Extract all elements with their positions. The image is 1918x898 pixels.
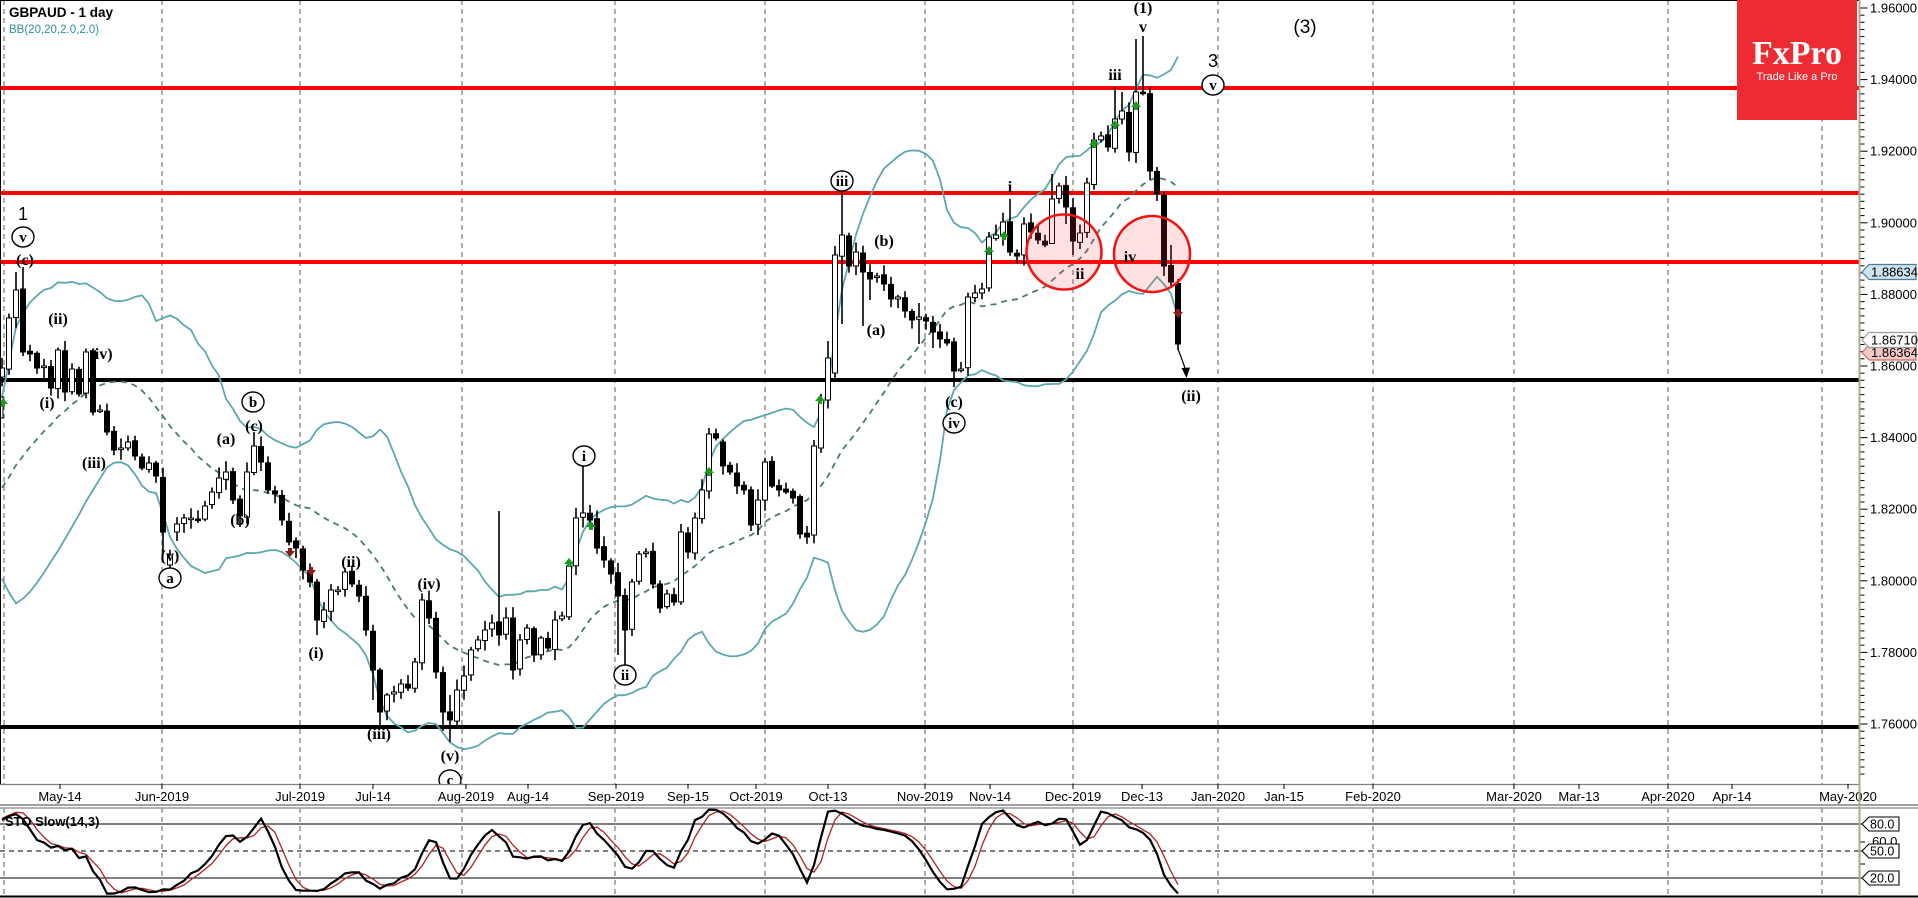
svg-text:iii: iii [836, 174, 849, 190]
svg-text:(ii): (ii) [48, 311, 68, 328]
svg-text:iii: iii [1108, 67, 1122, 84]
svg-text:FxPro: FxPro [1752, 35, 1842, 72]
svg-text:50.0: 50.0 [1870, 845, 1894, 859]
svg-text:80.0: 80.0 [1870, 818, 1894, 832]
svg-text:ii: ii [1076, 266, 1085, 283]
svg-text:v: v [19, 230, 27, 246]
svg-text:(iv): (iv) [89, 346, 112, 363]
svg-text:a: a [166, 571, 174, 587]
svg-text:(c): (c) [245, 418, 263, 435]
svg-text:(c): (c) [16, 252, 34, 269]
svg-text:1.94000: 1.94000 [1870, 72, 1917, 87]
svg-text:3: 3 [1208, 51, 1218, 71]
svg-text:(c): (c) [945, 394, 963, 411]
svg-text:May-14: May-14 [38, 789, 81, 804]
svg-text:Apr-2020: Apr-2020 [1641, 789, 1694, 804]
svg-text:Nov-2019: Nov-2019 [897, 789, 953, 804]
svg-text:1.86364: 1.86364 [1871, 345, 1918, 360]
svg-text:Jul-2019: Jul-2019 [275, 789, 325, 804]
svg-text:(v): (v) [161, 548, 180, 565]
svg-text:Mar-13: Mar-13 [1558, 789, 1599, 804]
svg-text:(b): (b) [874, 233, 894, 250]
svg-text:(b): (b) [230, 512, 250, 529]
svg-text:v: v [1209, 78, 1217, 94]
svg-text:20.0: 20.0 [1870, 872, 1894, 886]
svg-text:i: i [1008, 179, 1013, 196]
svg-text:1.88634: 1.88634 [1871, 265, 1918, 280]
svg-text:Nov-14: Nov-14 [969, 789, 1011, 804]
svg-text:(i): (i) [308, 645, 323, 662]
svg-text:iv: iv [948, 416, 960, 432]
svg-text:1.82000: 1.82000 [1870, 502, 1917, 517]
svg-text:(i): (i) [39, 395, 54, 412]
svg-text:ii: ii [621, 668, 629, 684]
svg-text:1.88000: 1.88000 [1870, 287, 1917, 302]
svg-text:1.78000: 1.78000 [1870, 645, 1917, 660]
svg-text:(1): (1) [1134, 0, 1153, 17]
svg-text:c: c [447, 773, 454, 789]
svg-text:Dec-13: Dec-13 [1121, 789, 1163, 804]
svg-text:Sep-2019: Sep-2019 [588, 789, 644, 804]
svg-text:Oct-2019: Oct-2019 [729, 789, 782, 804]
svg-text:GBPAUD - 1 day: GBPAUD - 1 day [9, 5, 114, 20]
svg-text:(iv): (iv) [417, 576, 440, 593]
svg-text:Jan-15: Jan-15 [1264, 789, 1304, 804]
svg-text:1.86000: 1.86000 [1870, 359, 1917, 374]
svg-text:Jan-2020: Jan-2020 [1191, 789, 1245, 804]
svg-text:(v): (v) [441, 748, 460, 765]
svg-text:1.84000: 1.84000 [1870, 430, 1917, 445]
svg-text:(ii): (ii) [341, 554, 361, 571]
svg-text:(iii): (iii) [367, 726, 391, 743]
svg-text:BB(20,20,2.0,2.0): BB(20,20,2.0,2.0) [9, 24, 99, 36]
svg-text:Aug-2019: Aug-2019 [438, 789, 494, 804]
svg-text:(a): (a) [217, 431, 236, 448]
svg-text:May-2020: May-2020 [1819, 789, 1877, 804]
svg-text:(ii): (ii) [1181, 388, 1201, 405]
svg-text:Jul-14: Jul-14 [355, 789, 390, 804]
svg-text:1.96000: 1.96000 [1870, 1, 1917, 16]
svg-text:v: v [1139, 19, 1147, 36]
svg-text:b: b [249, 395, 257, 411]
svg-text:1.86710: 1.86710 [1871, 333, 1918, 348]
svg-text:Jun-2019: Jun-2019 [135, 789, 189, 804]
svg-text:Trade Like a Pro: Trade Like a Pro [1757, 71, 1838, 83]
svg-text:Aug-14: Aug-14 [507, 789, 549, 804]
svg-text:1: 1 [18, 204, 28, 224]
svg-text:1.80000: 1.80000 [1870, 573, 1917, 588]
svg-text:iv: iv [1124, 249, 1136, 266]
svg-text:1.90000: 1.90000 [1870, 215, 1917, 230]
svg-text:Dec-2019: Dec-2019 [1045, 789, 1101, 804]
svg-text:(iii): (iii) [82, 455, 106, 472]
svg-text:1.92000: 1.92000 [1870, 144, 1917, 159]
svg-text:Mar-2020: Mar-2020 [1486, 789, 1542, 804]
svg-text:Apr-14: Apr-14 [1712, 789, 1751, 804]
svg-text:Sep-15: Sep-15 [667, 789, 709, 804]
svg-text:Feb-2020: Feb-2020 [1345, 789, 1401, 804]
svg-text:i: i [582, 449, 586, 465]
svg-text:1.76000: 1.76000 [1870, 717, 1917, 732]
svg-text:STO Slow(14,3): STO Slow(14,3) [5, 814, 99, 829]
svg-text:(a): (a) [867, 322, 886, 339]
svg-text:(3): (3) [1293, 17, 1316, 38]
svg-text:Oct-13: Oct-13 [808, 789, 847, 804]
